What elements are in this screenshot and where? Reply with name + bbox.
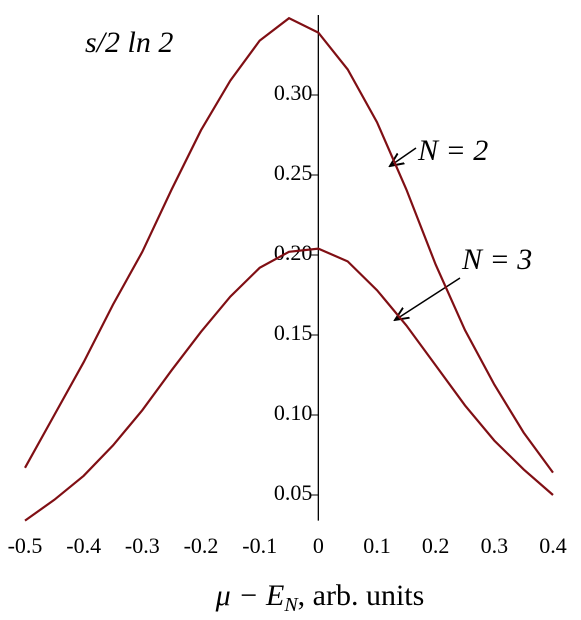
annotation-arrow [395, 277, 461, 320]
annotation: N = 3 [461, 243, 532, 276]
y-tick-label: 0.30 [274, 80, 313, 105]
y-tick-label: 0.10 [274, 400, 313, 425]
x-label-main: μ − E [215, 579, 285, 612]
x-tick-label: 0.2 [422, 533, 450, 558]
annotation: N = 2 [417, 134, 488, 167]
x-tick-label: -0.3 [125, 533, 160, 558]
x-tick-label: -0.1 [242, 533, 277, 558]
x-tick-label: 0 [313, 533, 324, 558]
y-tick-label: 0.25 [274, 160, 313, 185]
x-label-sub: N [283, 594, 299, 616]
x-label-rest: , arb. units [298, 579, 425, 612]
x-axis-label: μ − EN, arb. units [215, 579, 425, 616]
x-tick-label: -0.4 [66, 533, 101, 558]
y-tick-label: 0.15 [274, 320, 313, 345]
y-tick-label: 0.20 [274, 240, 313, 265]
x-tick-label: -0.2 [184, 533, 219, 558]
line-series [24, 247, 554, 522]
x-tick-label: -0.5 [8, 533, 43, 558]
line-series [24, 16, 554, 474]
x-tick-label: 0.4 [539, 533, 567, 558]
y-axis-label: s/2 ln 2 [85, 26, 173, 59]
x-tick-label: 0.3 [481, 533, 509, 558]
y-tick-label: 0.05 [274, 480, 313, 505]
x-tick-label: 0.1 [363, 533, 391, 558]
